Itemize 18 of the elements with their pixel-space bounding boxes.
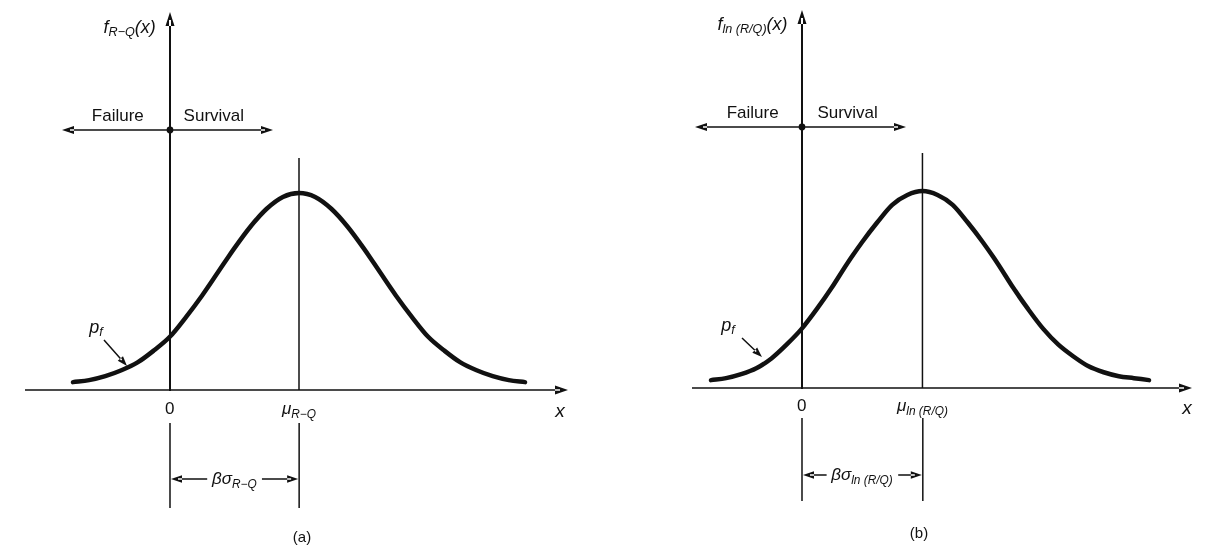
y-axis-title: f$_{ln (R/Q)}$(x) [717,13,788,37]
annotation: p$_{f}$ [721,314,735,338]
text: Failure [726,103,779,123]
x-tick-label: 0 [165,399,175,419]
y-axis-title: f$_{R−Q}$(x) [103,16,156,40]
text: Failure [91,106,144,126]
text: (b) [909,524,929,542]
x-tick-label: μ$_{ln (R/Q)}$ [896,396,948,418]
text: (a) [292,528,312,546]
text: Survival [183,106,245,126]
x-axis-title: x [555,400,565,422]
annotation: p$_{f}$ [89,316,103,340]
text: βσ$_{R−Q}$ [212,469,257,491]
text: Survival [817,103,878,123]
x-axis-title: x [1182,397,1192,419]
x-tick-label: 0 [796,396,807,416]
x-tick-label: μ$_{R−Q}$ [281,399,317,421]
text: βσ$_{ln (R/Q)}$ [831,465,893,487]
